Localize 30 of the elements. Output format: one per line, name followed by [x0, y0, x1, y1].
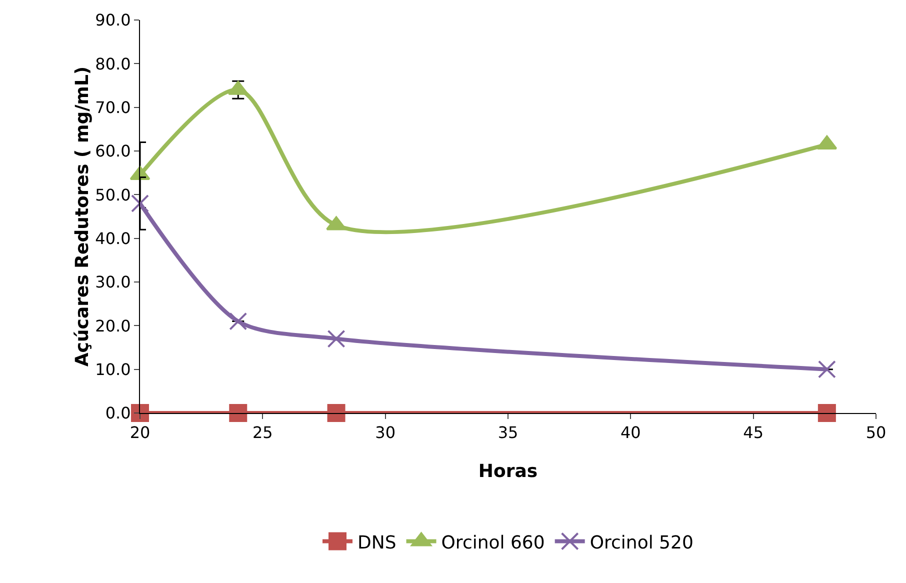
point: [818, 360, 836, 378]
y-tick-label: 40.0: [95, 228, 131, 248]
x-tick-label: 30: [375, 423, 396, 442]
legend-label: DNS: [358, 532, 396, 554]
y-tick-label: 30.0: [95, 272, 131, 292]
point: [229, 312, 248, 330]
point: [131, 194, 149, 212]
y-tick-label: 50.0: [95, 185, 131, 204]
y-tick-label: 90.0: [95, 10, 131, 30]
x-tick-label: 45: [743, 423, 764, 442]
point: [229, 404, 248, 422]
y-tick-label: 80.0: [95, 54, 131, 74]
legend-label: Orcinol 520: [590, 532, 694, 554]
legend-label: Orcinol 660: [441, 532, 545, 554]
y-tick-label: 10.0: [95, 360, 131, 379]
y-tick-label: 60.0: [95, 142, 131, 161]
point: [131, 404, 149, 422]
y-tick-label: 20.0: [95, 316, 131, 336]
x-tick-label: 50: [866, 423, 886, 442]
y-tick-label: 0.0: [105, 404, 131, 423]
y-axis-title: Açúcares Redutores ( mg/mL): [72, 66, 94, 367]
x-tick-label: 20: [130, 423, 150, 442]
x-tick-label: 35: [498, 423, 518, 442]
point: [818, 404, 836, 422]
x-axis-title: Horas: [478, 461, 538, 482]
point: [327, 330, 346, 348]
x-tick-label: 25: [252, 423, 273, 442]
point: [327, 404, 346, 422]
y-tick-label: 70.0: [95, 98, 131, 117]
x-tick-label: 40: [620, 423, 641, 442]
